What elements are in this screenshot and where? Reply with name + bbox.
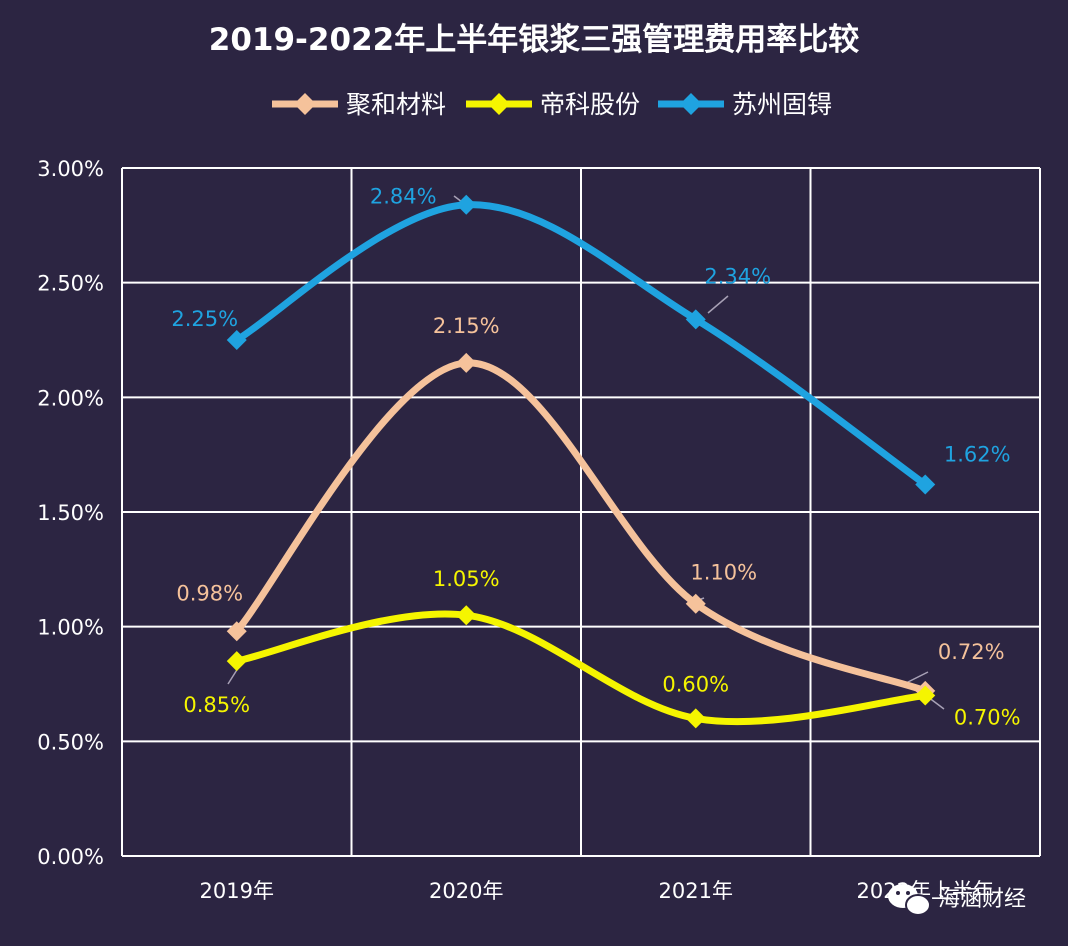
- y-tick-label: 0.00%: [37, 845, 104, 869]
- y-tick-label: 2.50%: [37, 272, 104, 296]
- data-point-marker: [226, 621, 247, 642]
- wechat-icon: [888, 884, 931, 916]
- legend-swatch-marker: [680, 93, 702, 115]
- data-label: 0.85%: [183, 693, 250, 717]
- data-label: 2.25%: [171, 307, 238, 331]
- watermark-text: 海涵财经: [938, 887, 1026, 912]
- data-point-marker: [456, 352, 477, 373]
- data-labels: 0.98% 2.15% 1.10% 0.72% 0.85% 1.05% 0.60% 0.70%…: [171, 185, 1020, 730]
- data-point-marker: [456, 605, 477, 626]
- legend-label: 聚和材料: [346, 90, 446, 119]
- x-tick-label: 2020年: [429, 879, 503, 903]
- series-line: [233, 610, 929, 726]
- legend-item: 聚和材料: [272, 90, 446, 119]
- data-label: 0.70%: [954, 705, 1021, 729]
- legend: 聚和材料 帝科股份 苏州固锝: [272, 90, 832, 119]
- data-point-marker: [915, 474, 936, 495]
- legend-swatch-marker: [294, 93, 316, 115]
- data-label: 0.60%: [662, 672, 729, 696]
- legend-label: 帝科股份: [540, 90, 640, 119]
- data-label: 2.34%: [704, 264, 771, 288]
- chart-title: 2019-2022年上半年银浆三强管理费用率比较: [209, 22, 859, 58]
- data-label: 2.84%: [370, 185, 437, 209]
- legend-item: 帝科股份: [466, 90, 640, 119]
- leader-line: [707, 295, 729, 314]
- y-tick-label: 3.00%: [37, 157, 104, 181]
- x-tick-label: 2019年: [200, 879, 274, 903]
- y-axis-ticks: 3.00% 2.50% 2.00% 1.50% 1.00% 0.50% 0.00%: [37, 157, 104, 869]
- legend-swatch-marker: [488, 93, 510, 115]
- data-label: 0.98%: [176, 581, 243, 605]
- y-tick-label: 1.50%: [37, 501, 104, 525]
- legend-item: 苏州固锝: [658, 90, 832, 119]
- data-point-marker: [685, 309, 706, 330]
- series-line: [233, 359, 929, 695]
- data-point-marker: [456, 194, 477, 215]
- y-tick-label: 0.50%: [37, 730, 104, 754]
- data-point-marker: [685, 593, 706, 614]
- data-label: 2.15%: [433, 314, 500, 338]
- data-point-marker: [685, 708, 706, 729]
- data-label: 1.62%: [944, 442, 1011, 466]
- legend-label: 苏州固锝: [732, 90, 832, 119]
- series-line: [233, 201, 929, 488]
- data-label: 1.05%: [433, 567, 500, 591]
- x-tick-label: 2021年: [659, 879, 733, 903]
- data-point-marker: [915, 685, 936, 706]
- series-lines: [226, 194, 936, 729]
- data-point-marker: [226, 330, 247, 350]
- data-label: 1.10%: [690, 561, 757, 585]
- data-label: 0.72%: [938, 640, 1005, 664]
- x-axis-ticks: 2019年 2020年 2021年 2022年上半年: [200, 879, 994, 903]
- data-point-marker: [226, 651, 247, 672]
- plot-grid: [121, 167, 1041, 857]
- y-tick-label: 1.00%: [37, 616, 104, 640]
- y-tick-label: 2.00%: [37, 386, 104, 410]
- watermark: 海涵财经: [888, 884, 1026, 916]
